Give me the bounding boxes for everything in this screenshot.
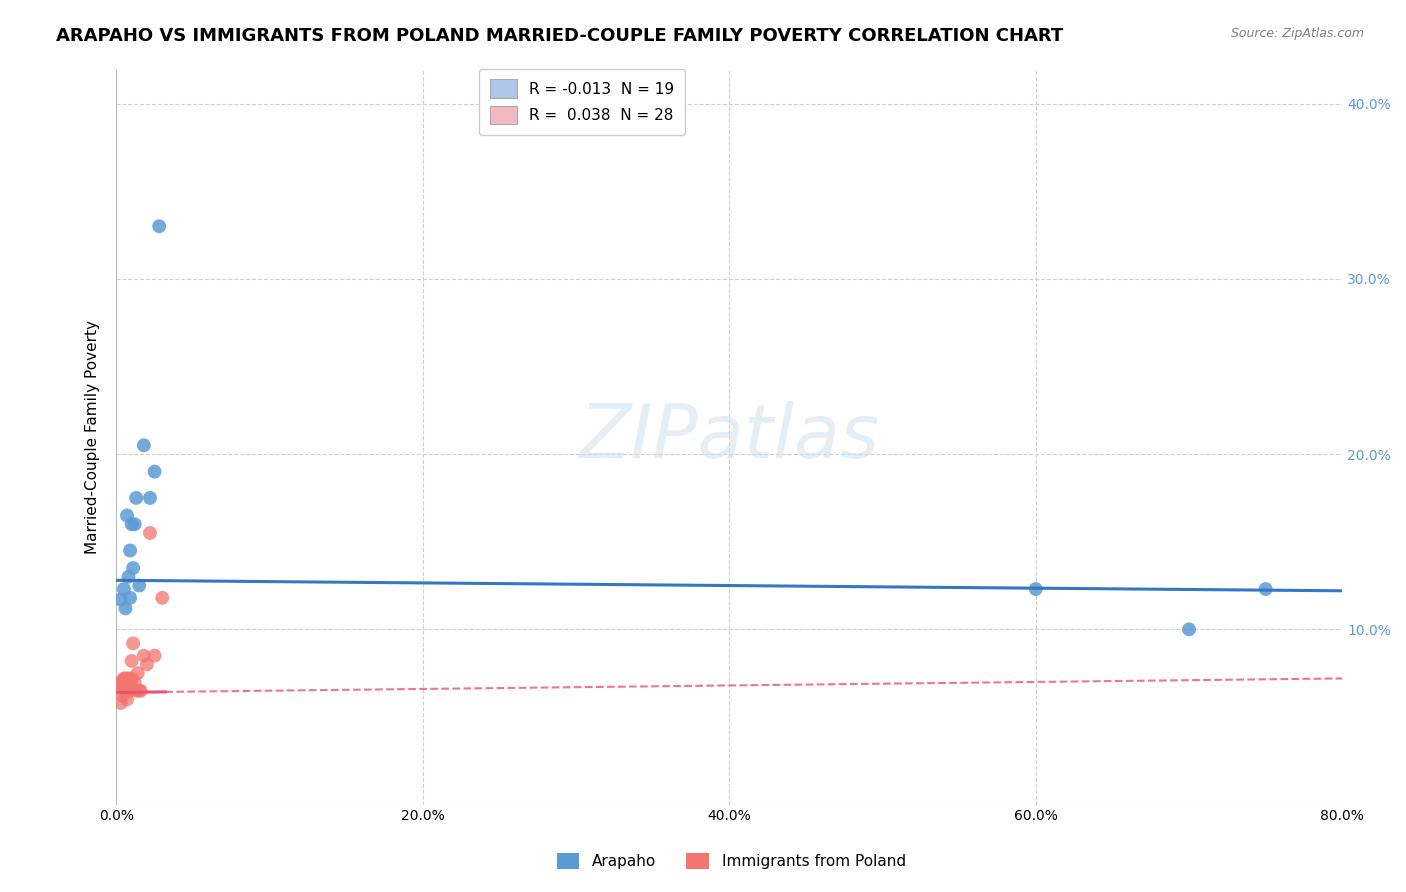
Point (115, 675, 138, 690)
Point (112, 672, 135, 686)
Point (124, 675, 146, 690)
Text: Source: ZipAtlas.com: Source: ZipAtlas.com (1230, 27, 1364, 40)
Point (110, 592, 132, 607)
Point (132, 648, 155, 663)
Point (115, 692, 138, 706)
Text: ZIPatlas: ZIPatlas (579, 401, 879, 473)
Point (120, 683, 142, 698)
Point (129, 683, 152, 698)
Point (143, 465, 166, 479)
Point (1178, 623, 1201, 637)
Point (132, 438, 155, 452)
Y-axis label: Married-Couple Family Poverty: Married-Couple Family Poverty (86, 319, 100, 554)
Point (111, 689, 134, 703)
Point (1254, 582, 1277, 596)
Legend: Arapaho, Immigrants from Poland: Arapaho, Immigrants from Poland (550, 847, 912, 875)
Point (128, 578, 150, 592)
Point (108, 678, 131, 692)
Point (121, 654, 143, 668)
Point (117, 672, 139, 686)
Point (114, 683, 136, 698)
Point (128, 683, 150, 698)
Point (114, 672, 136, 686)
Legend: R = -0.013  N = 19, R =  0.038  N = 28: R = -0.013 N = 19, R = 0.038 N = 28 (479, 69, 685, 135)
Point (117, 570, 139, 584)
Point (120, 591, 142, 605)
Point (150, 591, 173, 605)
Point (121, 517, 143, 532)
Point (115, 508, 138, 523)
Point (127, 666, 149, 681)
Point (125, 683, 148, 698)
Point (135, 657, 157, 672)
Point (148, 219, 170, 234)
Point (110, 696, 132, 710)
Point (121, 672, 143, 686)
Point (139, 491, 162, 505)
Point (124, 517, 146, 532)
Point (112, 582, 135, 596)
Point (112, 683, 135, 698)
Text: ARAPAHO VS IMMIGRANTS FROM POLAND MARRIED-COUPLE FAMILY POVERTY CORRELATION CHAR: ARAPAHO VS IMMIGRANTS FROM POLAND MARRIE… (56, 27, 1063, 45)
Point (120, 543, 142, 558)
Point (1025, 582, 1047, 596)
Point (110, 675, 132, 690)
Point (120, 678, 142, 692)
Point (143, 648, 166, 663)
Point (122, 636, 145, 650)
Point (139, 525, 162, 540)
Point (122, 561, 145, 575)
Point (117, 683, 139, 698)
Point (125, 491, 148, 505)
Point (111, 678, 134, 692)
Point (114, 601, 136, 615)
